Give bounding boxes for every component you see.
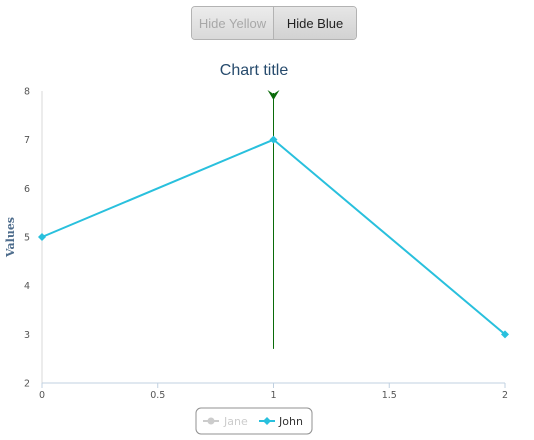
legend-item-jane[interactable]: Jane: [203, 415, 248, 428]
chart-title: Chart title: [220, 62, 289, 79]
data-point[interactable]: [501, 330, 509, 339]
legend-item-john[interactable]: John: [259, 415, 303, 428]
marker-layer: [267, 90, 280, 349]
x-tick-label: 2: [502, 390, 508, 401]
y-tick-label: 7: [24, 135, 30, 146]
x-tick-label: 0.5: [150, 390, 165, 401]
x-tick-label: 0: [39, 390, 45, 401]
data-point[interactable]: [269, 135, 278, 144]
x-tick-labels: 0 0.5 1 1.5 2: [39, 383, 508, 401]
hide-blue-button[interactable]: Hide Blue: [274, 7, 356, 39]
marker-arrow[interactable]: [267, 90, 280, 100]
series-toggle-group: Hide Yellow Hide Blue: [191, 6, 357, 40]
x-tick-label: 1.5: [382, 390, 397, 401]
legend-box: [195, 407, 313, 435]
y-tick-label: 3: [24, 330, 30, 341]
y-tick-label: 4: [24, 281, 30, 292]
hide-yellow-button[interactable]: Hide Yellow: [192, 7, 274, 39]
y-tick-label: 2: [24, 379, 30, 390]
y-tick-labels: 2 3 4 5 6 7 8: [24, 87, 30, 390]
data-point[interactable]: [38, 233, 46, 241]
y-tick-label: 6: [24, 184, 30, 195]
legend-john-label: John: [278, 415, 303, 428]
legend-jane-marker: [207, 417, 215, 425]
x-tick-label: 1: [270, 390, 276, 401]
y-tick-label: 8: [24, 87, 30, 98]
series-layer: [38, 135, 509, 339]
y-axis-label: Values: [4, 217, 17, 258]
legend: Jane John: [195, 407, 313, 435]
legend-jane-label: Jane: [223, 415, 248, 428]
legend-john-marker: [263, 417, 271, 425]
y-tick-label: 5: [24, 233, 30, 244]
